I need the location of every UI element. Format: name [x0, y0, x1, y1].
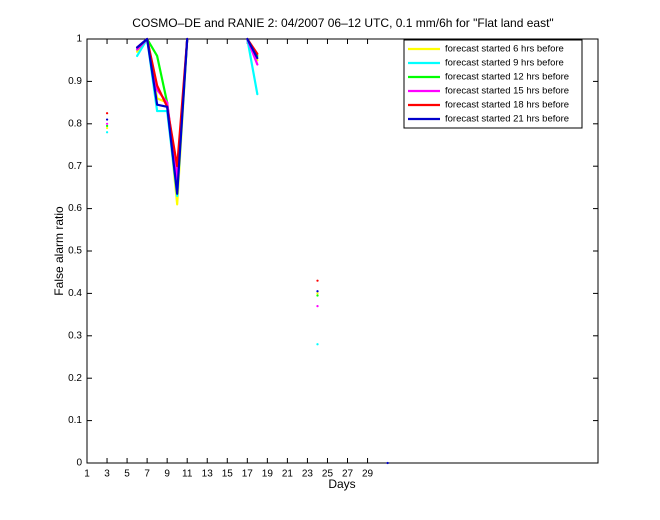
x-tick-label: 15 [222, 469, 234, 480]
x-tick-label: 5 [124, 469, 130, 480]
x-axis-label: Days [328, 477, 355, 491]
legend-label: forecast started 6 hrs before [445, 44, 564, 55]
y-tick-label: 0.5 [68, 246, 82, 257]
series-line [105, 37, 389, 465]
x-tick-label: 11 [182, 469, 193, 480]
x-tick-label: 29 [362, 469, 374, 480]
series-line [105, 37, 319, 282]
x-tick-label: 13 [202, 469, 214, 480]
x-tick-label: 1 [84, 469, 90, 480]
series-line [105, 37, 319, 346]
x-tick-label: 7 [144, 469, 150, 480]
x-tick-label: 25 [322, 469, 334, 480]
y-tick-label: 0.9 [68, 76, 82, 87]
legend-label: forecast started 12 hrs before [445, 72, 569, 83]
x-tick-label: 21 [282, 469, 294, 480]
x-tick-label: 19 [262, 469, 274, 480]
y-tick-label: 0.4 [68, 288, 82, 299]
x-tick-label: 17 [242, 469, 254, 480]
legend-label: forecast started 21 hrs before [445, 114, 569, 125]
y-tick-label: 0.8 [68, 118, 82, 129]
legend-label: forecast started 9 hrs before [445, 58, 564, 69]
series-line [105, 37, 319, 297]
series-line [105, 37, 319, 295]
legend-label: forecast started 18 hrs before [445, 100, 569, 111]
chart-title: COSMO–DE and RANIE 2: 04/2007 06–12 UTC,… [132, 16, 553, 30]
y-tick-label: 0.6 [68, 203, 82, 214]
y-tick-label: 1 [76, 34, 82, 45]
x-tick-label: 3 [104, 469, 110, 480]
x-tick-label: 9 [164, 469, 170, 480]
x-tick-label: 27 [342, 469, 354, 480]
y-tick-label: 0.7 [68, 161, 82, 172]
y-tick-label: 0.1 [68, 415, 82, 426]
x-tick-label: 23 [302, 469, 314, 480]
y-axis-label: False alarm ratio [52, 206, 66, 296]
y-tick-label: 0 [76, 458, 82, 469]
y-tick-label: 0.2 [68, 373, 82, 384]
legend-label: forecast started 15 hrs before [445, 86, 569, 97]
y-tick-label: 0.3 [68, 330, 82, 341]
legend-box [403, 39, 583, 129]
